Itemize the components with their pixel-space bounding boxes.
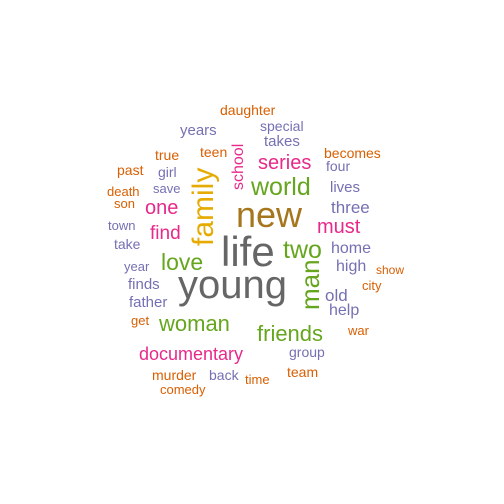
word-two: two	[283, 236, 322, 264]
word-girl: girl	[158, 164, 177, 180]
word-takes: takes	[264, 133, 300, 150]
word-comedy: comedy	[160, 382, 206, 397]
word-young: young	[178, 263, 287, 307]
word-family: family	[187, 167, 220, 246]
word-team: team	[287, 364, 319, 380]
word-old: old	[325, 286, 348, 305]
word-home: home	[331, 240, 372, 257]
word-daughter: daughter	[220, 102, 276, 118]
word-help: help	[329, 302, 360, 319]
word-time: time	[245, 372, 270, 387]
word-year: year	[124, 259, 150, 274]
word-four: four	[326, 158, 351, 174]
word-world: world	[251, 173, 311, 201]
word-friends: friends	[257, 321, 324, 346]
word-group: group	[289, 344, 325, 360]
word-son: son	[114, 196, 135, 211]
word-documentary: documentary	[139, 344, 244, 364]
word-years: years	[180, 122, 217, 139]
word-series: series	[258, 152, 312, 174]
word-new: new	[236, 194, 303, 235]
word-city: city	[362, 278, 382, 293]
word-war: war	[348, 323, 369, 338]
word-murder: murder	[152, 367, 197, 383]
word-back: back	[209, 367, 239, 383]
word-town: town	[108, 218, 136, 233]
word-special: special	[260, 118, 304, 134]
word-show: show	[376, 263, 405, 277]
word-one: one	[145, 197, 179, 219]
word-finds: finds	[128, 276, 160, 293]
word-woman: woman	[159, 311, 230, 336]
word-school: school	[230, 143, 247, 190]
word-three: three	[331, 198, 370, 217]
word-find: find	[150, 223, 181, 244]
word-becomes: becomes	[324, 145, 381, 161]
word-save: save	[153, 181, 181, 196]
word-high: high	[336, 258, 367, 275]
word-past: past	[117, 162, 144, 178]
word-death: death	[107, 184, 140, 199]
word-take: take	[114, 236, 141, 252]
word-love: love	[161, 249, 204, 275]
word-get: get	[131, 313, 150, 328]
word-must: must	[317, 216, 361, 238]
word-father: father	[129, 294, 168, 311]
word-man: man	[295, 259, 325, 310]
word-life: life	[221, 228, 275, 275]
word-true: true	[155, 147, 180, 163]
word-teen: teen	[200, 144, 228, 160]
word-lives: lives	[330, 179, 361, 196]
